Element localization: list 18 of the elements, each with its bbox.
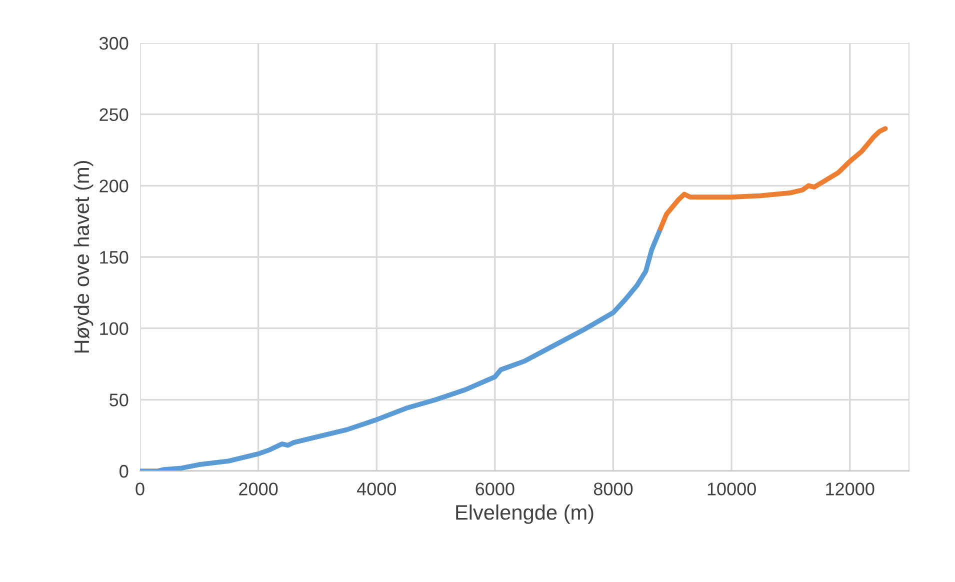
x-tick-label: 2000 — [239, 482, 278, 496]
y-tick-label: 100 — [100, 322, 128, 336]
y-tick-label: 50 — [110, 394, 128, 406]
y-tick-label: 200 — [100, 180, 128, 192]
y-tick-label: 300 — [99, 36, 128, 50]
line-series — [140, 226, 663, 471]
x-tick-label: 0 — [136, 482, 144, 496]
x-axis-title: Elvelengde (m) — [456, 504, 594, 524]
line-series — [658, 126, 888, 231]
x-tick-label: 6000 — [476, 482, 514, 496]
x-tick-label: 8000 — [594, 482, 633, 496]
y-tick-label: 0 — [120, 464, 128, 478]
y-tick-label: 250 — [100, 108, 128, 122]
y-tick-label: 150 — [100, 250, 128, 264]
x-tick-label: 4000 — [356, 482, 396, 496]
x-tick-label: 10000 — [708, 482, 756, 496]
x-tick-label: 12000 — [826, 482, 874, 496]
y-axis-title: Høyde ove havet (m) — [74, 161, 94, 353]
